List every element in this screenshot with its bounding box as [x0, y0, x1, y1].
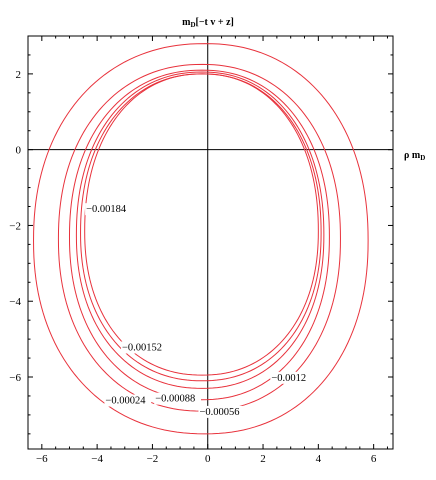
contour-label: −0.00184 [86, 204, 127, 215]
ticks: −6 −4 −2 0 2 4 6 2 0 −2 −4 −6 [9, 36, 393, 465]
y-tick-label: −2 [9, 220, 21, 232]
x-tick-label: −4 [91, 453, 103, 465]
contour-label: −0.00088 [155, 394, 195, 405]
contour-label-bg [121, 341, 168, 354]
plot-title: mD[−t v + z] [182, 17, 234, 29]
x-tick-label: 4 [316, 453, 322, 465]
x-tick-label: −2 [147, 453, 159, 465]
contour-line [75, 71, 325, 389]
contour-label-bg [270, 371, 312, 384]
x-tick-label: 0 [205, 453, 211, 465]
contour-line [57, 63, 341, 412]
contour-label: −0.00024 [105, 396, 146, 407]
contour-line [68, 69, 330, 401]
contour-label: −0.00056 [199, 407, 239, 418]
contour-line [33, 43, 369, 435]
x-axis-label: ρ mD [404, 150, 425, 162]
contour-label: −0.0012 [271, 373, 306, 384]
x-tick-label: −6 [36, 453, 48, 465]
contour-label-bg [104, 394, 152, 407]
contour-label-bg [198, 405, 246, 418]
contour-lines [33, 43, 369, 435]
y-tick-label: 2 [16, 69, 22, 81]
y-tick-label: 0 [16, 145, 22, 157]
svg-text:mD[−t v + z]: mD[−t v + z] [182, 17, 234, 29]
contour-line [84, 73, 319, 376]
y-tick-label: −6 [9, 372, 21, 384]
plot-frame [27, 35, 394, 450]
contour-line [80, 73, 322, 382]
contour-label-bg [154, 392, 201, 405]
axes [28, 36, 393, 449]
y-tick-label: −4 [9, 296, 21, 308]
contour-labels: −0.00024 −0.00056 −0.00088 −0.0012 −0.00152 −… [85, 203, 312, 418]
x-tick-label: 2 [260, 453, 266, 465]
x-tick-label: 6 [371, 453, 377, 465]
contour-label-bg [85, 203, 132, 216]
contour-label: −0.00152 [122, 342, 162, 353]
